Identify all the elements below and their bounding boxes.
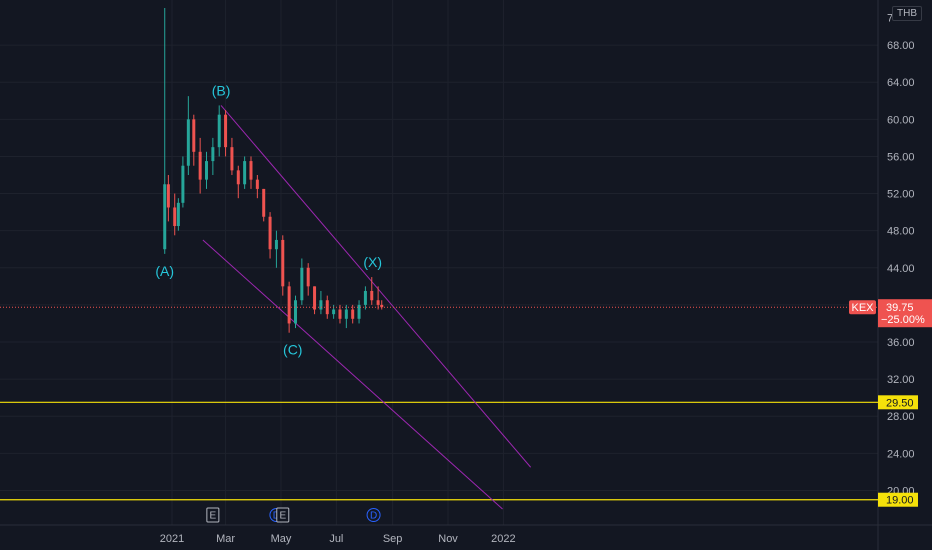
dividend-marker-icon[interactable] [366, 508, 381, 522]
symbol-tag-bg [849, 300, 876, 315]
wave-label-0[interactable]: (A) [155, 263, 174, 279]
wave-label-3[interactable]: (X) [363, 254, 382, 270]
trend-channel[interactable] [202, 105, 532, 510]
candle-body[interactable] [243, 161, 247, 185]
level-tag-bg-1 [878, 492, 918, 507]
candle-body[interactable] [230, 147, 234, 171]
dividend-marker-letter: D [370, 511, 377, 522]
candle-body[interactable] [281, 239, 285, 287]
time-tick-label: Nov [438, 533, 458, 545]
candle-body[interactable] [380, 304, 384, 308]
candle-body[interactable] [236, 170, 240, 185]
price-tick-label: 36.00 [887, 337, 915, 349]
time-tick-label: Jul [329, 533, 343, 545]
price-tick-label: 52.00 [887, 189, 915, 201]
symbol-tag-label: KEX [851, 302, 874, 314]
price-tick-label: 68.00 [887, 40, 915, 52]
last-price-label: 39.75 [886, 302, 914, 314]
price-tick-label: 24.00 [887, 448, 915, 460]
horizontal-levels[interactable] [0, 401, 878, 501]
candle-body[interactable] [205, 161, 209, 180]
level-tag-label-1: 19.00 [886, 495, 914, 507]
time-axis[interactable]: 2021 Mar May Jul Sep Nov 2022 [160, 533, 516, 545]
candle-body[interactable] [181, 165, 185, 203]
level-tag-label-0: 29.50 [886, 397, 914, 409]
candle-body[interactable] [173, 207, 177, 227]
time-tick-label: 2022 [491, 533, 515, 545]
candle-body[interactable] [198, 151, 202, 180]
candle-body[interactable] [249, 161, 253, 180]
earnings-marker-letter: E [210, 511, 217, 522]
candle-body[interactable] [376, 300, 380, 305]
event-markers[interactable]: EDED [206, 507, 381, 523]
candle-body[interactable] [351, 309, 355, 319]
level-tag-bg-0 [878, 395, 918, 410]
candle-body[interactable] [344, 309, 348, 319]
earnings-marker-letter: E [279, 511, 286, 522]
wave-labels[interactable]: (A) (B) (C) (X) [155, 82, 382, 357]
wave-label-1[interactable]: (B) [212, 82, 231, 98]
price-tick-label: 48.00 [887, 226, 915, 238]
candle-body[interactable] [274, 239, 278, 250]
candlestick-series[interactable] [163, 8, 384, 333]
time-tick-label: Sep [383, 533, 403, 545]
candle-body[interactable] [370, 290, 374, 301]
channel-lower-line[interactable] [202, 239, 503, 510]
candle-body[interactable] [186, 119, 190, 166]
price-tick-top: 7 [887, 12, 893, 24]
time-tick-label: May [271, 533, 292, 545]
candle-body[interactable] [255, 179, 259, 189]
candle-body[interactable] [332, 309, 336, 315]
candle-body[interactable] [287, 286, 291, 324]
candle-body[interactable] [306, 267, 310, 287]
price-tick-label: 32.00 [887, 374, 915, 386]
candle-body[interactable] [293, 300, 297, 324]
candle-body[interactable] [166, 184, 170, 208]
price-tick-label: 60.00 [887, 114, 915, 126]
candle-body[interactable] [163, 184, 167, 250]
price-tick-label: 56.00 [887, 151, 915, 163]
candle-body[interactable] [224, 114, 228, 148]
candle-body[interactable] [176, 202, 180, 227]
candle-body[interactable] [357, 304, 361, 319]
time-tick-label: Mar [216, 533, 235, 545]
time-tick-label: 2021 [160, 533, 184, 545]
candle-body[interactable] [262, 188, 266, 217]
earnings-marker-icon[interactable] [276, 507, 290, 523]
wave-label-2[interactable]: (C) [283, 342, 302, 358]
price-tags: 29.50 19.00 KEX 39.75−25.00% [849, 299, 932, 507]
candle-body[interactable] [338, 309, 342, 319]
channel-upper-line[interactable] [220, 105, 532, 468]
candle-body[interactable] [319, 300, 323, 310]
last-price-tag-bg [878, 299, 932, 328]
candle-body[interactable] [363, 290, 367, 305]
earnings-marker-icon[interactable] [206, 507, 220, 523]
candle-body[interactable] [300, 267, 304, 301]
candle-body[interactable] [268, 216, 272, 250]
candle-body[interactable] [313, 286, 317, 310]
price-tick-label: 64.00 [887, 77, 915, 89]
candle-body[interactable] [192, 119, 196, 152]
candle-body[interactable] [211, 147, 215, 162]
price-change-label: −25.00% [881, 314, 925, 326]
currency-label[interactable]: THB [892, 6, 922, 21]
price-tick-label: 28.00 [887, 411, 915, 423]
candle-body[interactable] [217, 114, 221, 148]
price-tick-label: 44.00 [887, 263, 915, 275]
